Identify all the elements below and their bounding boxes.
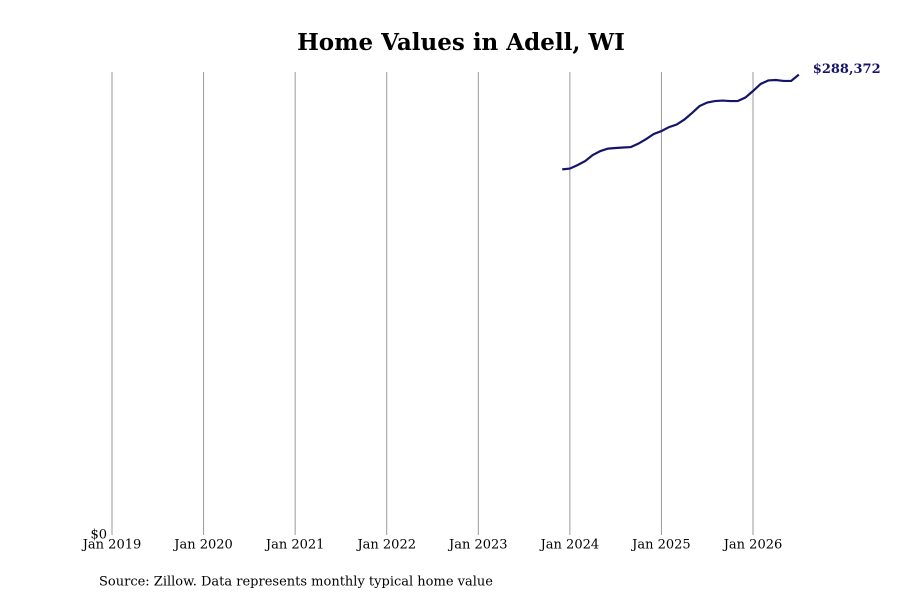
y-tick-label: $0 bbox=[90, 528, 107, 543]
chart-title: Home Values in Adell, WI bbox=[297, 29, 625, 56]
x-tick-label: Jan 2023 bbox=[447, 538, 508, 553]
source-note: Source: Zillow. Data represents monthly … bbox=[99, 575, 493, 590]
x-tick-label: Jan 2021 bbox=[264, 538, 325, 553]
x-tick-label: Jan 2025 bbox=[630, 538, 691, 553]
x-tick-label: Jan 2022 bbox=[355, 538, 416, 553]
x-tick-label: Jan 2024 bbox=[539, 538, 600, 553]
value-label: $288,372 bbox=[813, 62, 881, 77]
x-tick-label: Jan 2026 bbox=[722, 538, 783, 553]
x-tick-label: Jan 2019 bbox=[81, 538, 142, 553]
x-tick-label: Jan 2020 bbox=[172, 538, 233, 553]
line-series bbox=[562, 73, 800, 171]
